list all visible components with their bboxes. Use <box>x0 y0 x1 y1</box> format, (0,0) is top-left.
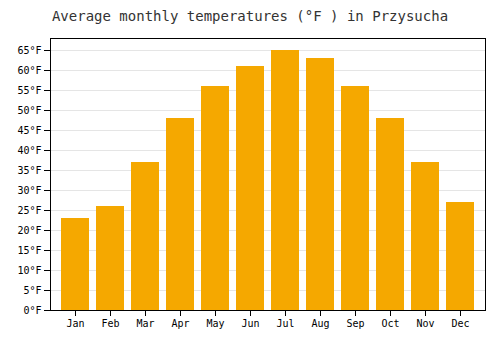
svg-text:5°F: 5°F <box>23 285 41 296</box>
svg-text:50°F: 50°F <box>17 105 41 116</box>
svg-text:60°F: 60°F <box>17 65 41 76</box>
svg-text:20°F: 20°F <box>17 225 41 236</box>
svg-text:10°F: 10°F <box>17 265 41 276</box>
svg-text:55°F: 55°F <box>17 85 41 96</box>
svg-text:25°F: 25°F <box>17 205 41 216</box>
svg-text:Jul: Jul <box>276 318 294 329</box>
svg-text:15°F: 15°F <box>17 245 41 256</box>
svg-text:Aug: Aug <box>311 318 329 329</box>
svg-text:Oct: Oct <box>381 318 399 329</box>
svg-text:May: May <box>206 318 224 329</box>
svg-text:45°F: 45°F <box>17 125 41 136</box>
svg-text:Mar: Mar <box>136 318 154 329</box>
svg-text:40°F: 40°F <box>17 145 41 156</box>
html-text:Average monthly temperatures (: Average monthly temperatures (°F ) in Pr… <box>51 8 449 24</box>
svg-text:65°F: 65°F <box>17 45 41 56</box>
svg-text:0°F: 0°F <box>23 305 41 316</box>
svg-text:Jun: Jun <box>241 318 259 329</box>
svg-text:30°F: 30°F <box>17 185 41 196</box>
svg-text:Feb: Feb <box>101 318 119 329</box>
svg-text:35°F: 35°F <box>17 165 41 176</box>
svg-text:Jan: Jan <box>66 318 84 329</box>
svg-text:Dec: Dec <box>451 318 469 329</box>
svg-text:Nov: Nov <box>416 318 434 329</box>
svg-text:Sep: Sep <box>346 318 364 329</box>
svg-text:Apr: Apr <box>171 318 189 329</box>
